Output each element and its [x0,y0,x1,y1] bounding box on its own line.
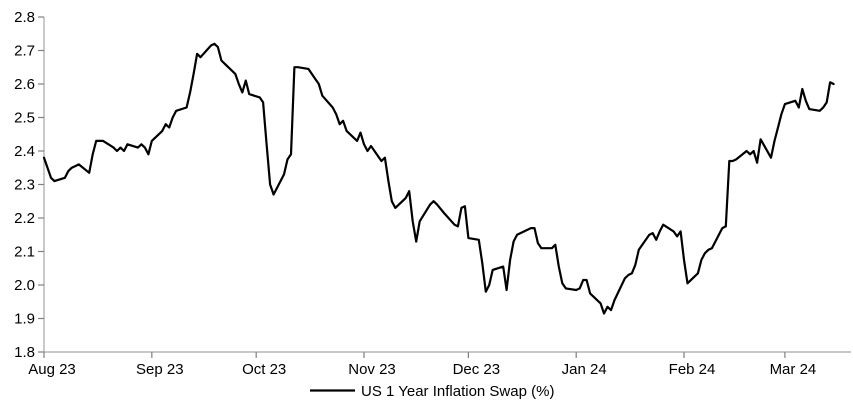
axis-labels: 1.8 1.9 2.0 2.1 2.2 2.3 2.4 2.5 2.6 2.7 2.8 Aug 23 S… [14,9,816,378]
x-axis-tick-label: Oct 23 [242,361,286,378]
legend: US 1 Year Inflation Swap (%) [310,383,554,400]
x-axis-tick-label: Sep 23 [136,361,184,378]
y-axis-tick-label: 2.8 [14,9,35,26]
y-axis-tick-label: 2.5 [14,110,35,127]
x-axis-tick-label: Feb 24 [669,361,716,378]
x-axis-tick-label: Dec 23 [453,361,501,378]
axes [38,16,851,358]
y-axis-tick-label: 1.8 [14,344,35,361]
series-line [42,42,835,315]
y-axis-tick-label: 2.2 [14,210,35,227]
x-axis-tick-label: Jan 24 [562,361,607,378]
x-axis-tick-label: Nov 23 [348,361,396,378]
legend-label: US 1 Year Inflation Swap (%) [361,383,554,400]
y-axis-tick-label: 2.0 [14,277,35,294]
x-axis-tick-label: Mar 24 [770,361,817,378]
y-axis-tick-label: 2.1 [14,244,35,261]
y-axis-tick-label: 2.3 [14,177,35,194]
y-axis-tick-label: 2.4 [14,143,35,160]
y-axis-tick-label: 1.9 [14,311,35,328]
data-series [42,42,835,315]
y-axis-tick-label: 2.7 [14,43,35,60]
x-axis-tick-label: Aug 23 [28,361,76,378]
y-axis-tick-label: 2.6 [14,76,35,93]
